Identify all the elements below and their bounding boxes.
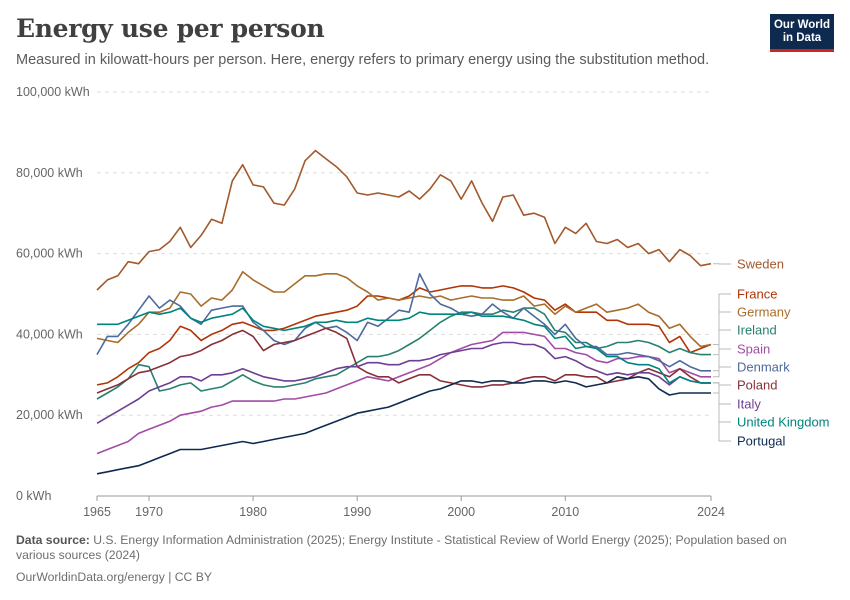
y-tick-label: 60,000 kWh bbox=[16, 247, 83, 261]
leader-line-spain bbox=[713, 348, 731, 378]
x-tick-label: 2000 bbox=[447, 505, 475, 519]
series-line-sweden[interactable] bbox=[96, 149, 712, 291]
y-tick-label: 20,000 kWh bbox=[16, 408, 83, 422]
leader-line-germany bbox=[713, 311, 731, 345]
x-tick-label: 2010 bbox=[551, 505, 579, 519]
leader-line-portugal bbox=[713, 392, 731, 442]
series-line-ireland[interactable] bbox=[96, 307, 711, 400]
data-source-label: Data source: bbox=[16, 533, 90, 547]
legend-label-france: France bbox=[737, 287, 777, 302]
series-line-denmark[interactable] bbox=[96, 272, 711, 372]
legend-label-spain: Spain bbox=[737, 342, 770, 357]
legend-label-italy: Italy bbox=[737, 397, 761, 412]
y-tick-label: 40,000 kWh bbox=[16, 327, 83, 341]
x-tick-label: 1970 bbox=[135, 505, 163, 519]
chart-subtitle: Measured in kilowatt-hours per person. H… bbox=[16, 52, 710, 68]
data-source-text: U.S. Energy Information Administration (… bbox=[16, 533, 787, 562]
series-line-germany[interactable] bbox=[96, 270, 712, 348]
y-tick-label: 100,000 kWh bbox=[16, 85, 90, 99]
logo-line-1: Our World bbox=[773, 19, 830, 31]
series-line-italy[interactable] bbox=[96, 341, 711, 424]
legend-label-poland: Poland bbox=[737, 378, 777, 393]
x-tick-label: 2024 bbox=[697, 505, 725, 519]
leader-line-france bbox=[713, 293, 731, 345]
y-tick-label: 0 kWh bbox=[16, 489, 51, 503]
legend-label-germany: Germany bbox=[737, 305, 791, 320]
leader-line-united-kingdom bbox=[713, 382, 731, 423]
x-tick-label: 1980 bbox=[239, 505, 267, 519]
series-line-united-kingdom[interactable] bbox=[97, 307, 711, 384]
legend-label-united-kingdom: United Kingdom bbox=[737, 415, 830, 430]
chart-title: Energy use per person bbox=[16, 14, 325, 43]
legend-label-sweden: Sweden bbox=[737, 257, 784, 272]
series-line-france[interactable] bbox=[96, 285, 712, 386]
data-source-note: Data source: U.S. Energy Information Adm… bbox=[16, 533, 816, 563]
y-tick-label: 80,000 kWh bbox=[16, 166, 83, 180]
owid-logo[interactable]: Our World in Data bbox=[770, 14, 834, 52]
logo-accent-bar bbox=[770, 49, 834, 52]
leader-line-ireland bbox=[713, 329, 731, 356]
logo-line-2: in Data bbox=[782, 32, 822, 44]
legend-label-denmark: Denmark bbox=[737, 360, 790, 375]
series-line-portugal[interactable] bbox=[96, 375, 711, 475]
x-tick-label: 1965 bbox=[83, 505, 111, 519]
legend-label-portugal: Portugal bbox=[737, 434, 786, 449]
credit-link[interactable]: OurWorldinData.org/energy | CC BY bbox=[16, 570, 212, 584]
leader-line-denmark bbox=[713, 366, 731, 372]
series-line-spain[interactable] bbox=[96, 331, 711, 455]
x-tick-label: 1990 bbox=[343, 505, 371, 519]
legend-label-ireland: Ireland bbox=[737, 323, 777, 338]
